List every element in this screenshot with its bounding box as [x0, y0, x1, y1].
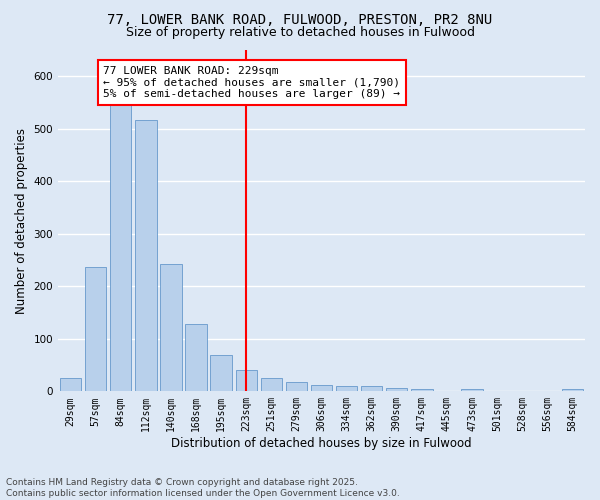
Bar [361, 386, 382, 392]
Bar [211, 354, 232, 392]
Bar [110, 87, 131, 392]
Text: 77 LOWER BANK ROAD: 229sqm
← 95% of detached houses are smaller (1,790)
5% of se: 77 LOWER BANK ROAD: 229sqm ← 95% of deta… [103, 66, 400, 99]
Bar [85, 267, 106, 392]
X-axis label: Distribution of detached houses by size in Fulwood: Distribution of detached houses by size … [171, 437, 472, 450]
Bar [562, 388, 583, 392]
Bar [236, 370, 257, 392]
Bar [411, 388, 433, 392]
Text: Contains HM Land Registry data © Crown copyright and database right 2025.
Contai: Contains HM Land Registry data © Crown c… [6, 478, 400, 498]
Bar [260, 378, 282, 392]
Bar [336, 386, 357, 392]
Bar [461, 388, 483, 392]
Y-axis label: Number of detached properties: Number of detached properties [15, 128, 28, 314]
Bar [386, 388, 407, 392]
Bar [60, 378, 81, 392]
Bar [135, 120, 157, 392]
Bar [311, 385, 332, 392]
Bar [160, 264, 182, 392]
Text: Size of property relative to detached houses in Fulwood: Size of property relative to detached ho… [125, 26, 475, 39]
Bar [185, 324, 207, 392]
Text: 77, LOWER BANK ROAD, FULWOOD, PRESTON, PR2 8NU: 77, LOWER BANK ROAD, FULWOOD, PRESTON, P… [107, 12, 493, 26]
Bar [286, 382, 307, 392]
